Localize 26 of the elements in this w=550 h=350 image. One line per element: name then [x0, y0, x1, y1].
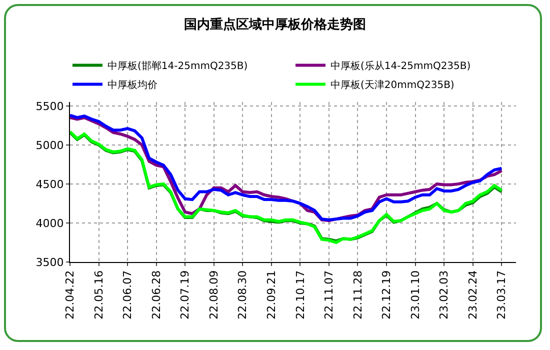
x-tick-label: 22.06.28 — [150, 270, 163, 320]
y-tick-label: 4500 — [36, 178, 64, 191]
legend-label: 中厚板均价 — [108, 79, 158, 92]
x-tick-label: 22.04.22 — [64, 270, 77, 320]
y-tick-label: 4000 — [36, 216, 64, 230]
x-tick-label: 23.02.24 — [466, 270, 480, 320]
x-tick-label: 22.05.16 — [92, 270, 106, 320]
x-tick-label: 23.03.17 — [495, 270, 508, 320]
y-tick-label: 3500 — [36, 256, 64, 269]
legend-label: 中厚板(天津20mmQ235B) — [330, 79, 454, 92]
x-tick-label: 22.08.30 — [236, 270, 250, 320]
x-tick-label: 22.11.07 — [322, 270, 336, 320]
legend-label: 中厚板(邯郸14-25mmQ235B) — [108, 60, 248, 72]
chart-title: 国内重点区域中厚板价格走势图 — [184, 16, 366, 33]
y-tick-label: 5500 — [36, 100, 64, 113]
x-tick-label: 22.10.17 — [294, 270, 307, 320]
x-tick-label: 22.11.28 — [351, 270, 364, 320]
x-tick-label: 22.06.07 — [121, 270, 134, 320]
x-tick-label: 22.09.21 — [264, 270, 278, 320]
legend-label: 中厚板(乐从14-25mmQ235B) — [330, 60, 471, 72]
y-tick-label: 5000 — [36, 138, 64, 152]
x-tick-label: 22.12.19 — [380, 270, 394, 320]
x-tick-label: 23.02.03 — [438, 270, 451, 320]
x-tick-label: 22.07.19 — [178, 270, 192, 320]
x-tick-label: 22.08.09 — [207, 270, 220, 320]
x-tick-label: 23.01.10 — [408, 270, 422, 320]
